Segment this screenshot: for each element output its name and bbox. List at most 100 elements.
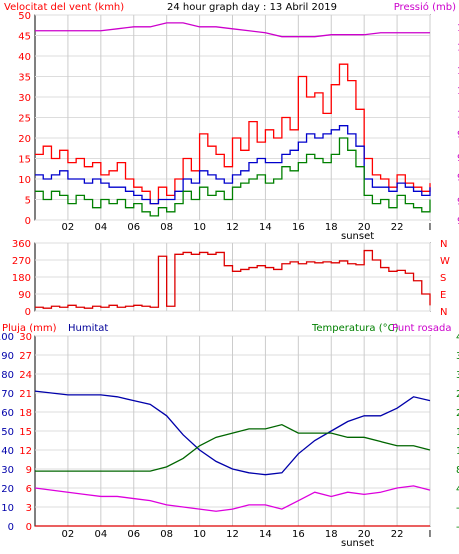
rain-y-tick-label: 18 — [19, 408, 32, 419]
temperature-y-tick-label: 18 — [456, 427, 459, 438]
dewpoint-axis-label: Punt rosada — [392, 323, 451, 334]
humidity-y-tick-label: 30 — [1, 465, 14, 476]
wind-axis-label: Velocitat del vent (kmh) — [4, 2, 124, 13]
series-wind_min-line — [35, 137, 431, 217]
direction-y-tick-label: 270 — [12, 256, 31, 267]
humidity-x-tick-label: 06 — [127, 529, 140, 540]
humidity-x-tick-label: 18 — [325, 529, 338, 540]
wind-x-tick-label: 06 — [127, 222, 140, 233]
wind-y-tick-label: 25 — [18, 114, 31, 125]
direction-compass-label: S — [440, 273, 446, 284]
pressure-y-tick-label: 997 — [457, 129, 459, 140]
temperature-y-tick-label: 40 — [456, 332, 459, 343]
humidity-y-tick-label: 90 — [1, 351, 14, 362]
direction-compass-label: E — [440, 290, 446, 301]
wind-x-tick-label: 18 — [325, 222, 338, 233]
wind-x-tick-label: I — [429, 222, 432, 233]
wind-y-tick-label: 5 — [25, 196, 31, 207]
temperature-y-tick-label: 31 — [456, 370, 459, 381]
pressure-y-tick-label: 1002 — [457, 110, 459, 121]
humidity-x-tick-label: 10 — [193, 529, 206, 540]
pressure-y-tick-label: 975 — [457, 216, 459, 227]
humidity-sunset-label: sunset — [341, 538, 374, 549]
humidity-x-tick-label: 20 — [358, 529, 371, 540]
series-pressure-line — [35, 22, 430, 38]
rain-y-tick-label: 9 — [26, 465, 32, 476]
rain-y-tick-label: 24 — [19, 370, 32, 381]
humidity-x-tick-label: 14 — [259, 529, 272, 540]
wind-x-tick-label: 16 — [292, 222, 305, 233]
wind-x-tick-label: 02 — [62, 222, 75, 233]
temperature-y-tick-label: 8 — [456, 465, 459, 476]
humidity-y-tick-label: 60 — [1, 408, 14, 419]
chart-title: 24 hour graph day : 13 Abril 2019 — [167, 2, 337, 13]
wind-y-tick-label: 50 — [18, 11, 31, 22]
humidity-axis-label: Humitat — [68, 323, 108, 334]
wind-x-tick-label: 08 — [160, 222, 173, 233]
wind-y-tick-label: 40 — [18, 52, 31, 63]
temperature-axis-label: Temperatura (°C) — [311, 323, 399, 334]
wind-y-tick-label: 15 — [18, 155, 31, 166]
rain-axis-label: Pluja (mm) — [2, 323, 57, 334]
pressure-y-tick-label: 1024 — [457, 23, 459, 34]
series-dew_point-line — [34, 485, 431, 512]
humidity-y-tick-label: 40 — [1, 446, 14, 457]
temperature-y-tick-label: 27 — [456, 389, 459, 400]
rain-y-tick-label: 12 — [19, 446, 32, 457]
rain-y-tick-label: 27 — [19, 351, 32, 362]
temperature-y-tick-label: -5 — [456, 522, 459, 533]
temperature-y-tick-label: 22 — [456, 408, 459, 419]
wind-x-tick-label: 22 — [391, 222, 404, 233]
temperature-y-tick-label: 4 — [456, 484, 459, 495]
wind-sunset-label: sunset — [341, 231, 374, 242]
wind-y-tick-label: 0 — [25, 216, 31, 227]
humidity-y-tick-label: 80 — [1, 370, 14, 381]
wind-x-tick-label: 12 — [226, 222, 239, 233]
wind-y-tick-label: 20 — [18, 134, 31, 145]
humidity-y-tick-label: 70 — [1, 389, 14, 400]
series-humidity-line — [34, 390, 431, 476]
temperature-y-tick-label: 13 — [456, 446, 459, 457]
humidity-x-tick-label: 08 — [160, 529, 173, 540]
rain-y-tick-label: 15 — [19, 427, 32, 438]
pressure-y-tick-label: 980 — [457, 196, 459, 207]
temperature-y-tick-label: -1 — [456, 503, 459, 514]
rain-y-tick-label: 30 — [19, 332, 32, 343]
wind-x-tick-label: 20 — [358, 222, 371, 233]
humidity-x-tick-label: 02 — [62, 529, 75, 540]
humidity-x-tick-label: 16 — [292, 529, 305, 540]
humidity-x-tick-label: 04 — [94, 529, 107, 540]
wind-x-tick-label: 14 — [259, 222, 272, 233]
wind-y-tick-label: 45 — [18, 32, 31, 43]
direction-compass-label: N — [440, 239, 447, 250]
humidity-y-tick-label: 50 — [1, 427, 14, 438]
pressure-y-tick-label: 1019 — [457, 43, 459, 54]
direction-y-tick-label: 0 — [25, 307, 31, 318]
wind-y-tick-label: 10 — [18, 175, 31, 186]
pressure-y-tick-label: 986 — [457, 173, 459, 184]
direction-y-tick-label: 360 — [12, 239, 31, 250]
direction-y-tick-label: 180 — [12, 273, 31, 284]
rain-y-tick-label: 21 — [19, 389, 32, 400]
humidity-y-tick-label: 100 — [0, 332, 14, 343]
rain-y-tick-label: 3 — [26, 503, 32, 514]
pressure-y-tick-label: 1013 — [457, 66, 459, 77]
wind-y-tick-label: 30 — [18, 93, 31, 104]
rain-y-tick-label: 0 — [26, 522, 32, 533]
humidity-y-tick-label: 20 — [1, 484, 14, 495]
pressure-axis-label: Pressió (mb) — [394, 1, 456, 13]
pressure-y-tick-label: 991 — [457, 153, 459, 164]
series-direction-line — [35, 249, 431, 309]
temperature-y-tick-label: 36 — [456, 351, 459, 362]
pressure-y-tick-label: 1008 — [457, 86, 459, 97]
humidity-x-tick-label: 22 — [391, 529, 404, 540]
wind-y-tick-label: 35 — [18, 73, 31, 84]
humidity-x-tick-label: I — [429, 529, 432, 540]
rain-y-tick-label: 6 — [26, 484, 32, 495]
wind-x-tick-label: 10 — [193, 222, 206, 233]
humidity-y-tick-label: 0 — [8, 522, 14, 533]
direction-compass-label: W — [440, 256, 450, 267]
humidity-x-tick-label: 12 — [226, 529, 239, 540]
series-temperature-line — [35, 423, 431, 472]
